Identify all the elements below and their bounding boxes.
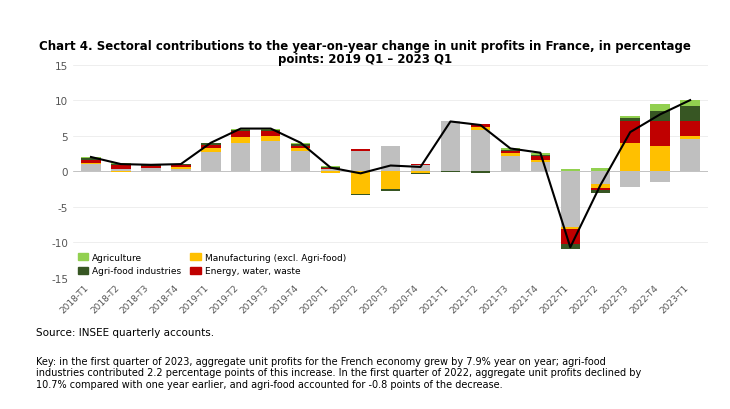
Bar bbox=[261, 132, 280, 137]
Bar bbox=[171, 165, 191, 166]
Bar bbox=[620, 144, 640, 172]
Bar bbox=[351, 150, 370, 151]
Bar bbox=[471, 124, 490, 125]
Bar bbox=[111, 166, 131, 169]
Bar bbox=[620, 172, 640, 187]
Bar bbox=[591, 172, 610, 184]
Bar bbox=[411, 174, 430, 175]
Bar bbox=[531, 153, 550, 155]
Bar bbox=[531, 160, 550, 162]
Bar bbox=[561, 230, 580, 244]
Bar bbox=[620, 122, 640, 144]
Text: Key: in the first quarter of 2023, aggregate unit profits for the French economy: Key: in the first quarter of 2023, aggre… bbox=[36, 356, 642, 389]
Bar bbox=[531, 162, 550, 172]
Bar bbox=[411, 172, 430, 174]
Bar bbox=[650, 122, 670, 147]
Bar bbox=[561, 244, 580, 250]
Bar bbox=[561, 170, 580, 172]
Bar bbox=[321, 170, 340, 172]
Bar bbox=[231, 130, 250, 132]
Bar bbox=[561, 228, 580, 230]
Bar bbox=[471, 130, 490, 172]
Bar bbox=[591, 184, 610, 188]
Bar bbox=[321, 168, 340, 170]
Bar bbox=[81, 158, 101, 160]
Bar bbox=[591, 191, 610, 193]
Bar bbox=[351, 172, 370, 194]
Bar bbox=[531, 156, 550, 160]
Bar bbox=[231, 138, 250, 144]
Bar bbox=[561, 172, 580, 228]
Bar bbox=[171, 166, 191, 168]
Bar bbox=[141, 166, 161, 169]
Bar bbox=[650, 172, 670, 182]
Bar bbox=[591, 188, 610, 191]
Bar bbox=[321, 172, 340, 173]
Bar bbox=[231, 129, 250, 130]
Text: Chart 4. Sectoral contributions to the year-on-year change in unit profits in Fr: Chart 4. Sectoral contributions to the y… bbox=[39, 40, 691, 53]
Bar bbox=[111, 164, 131, 166]
Bar bbox=[680, 139, 700, 172]
Bar bbox=[81, 160, 101, 164]
Bar bbox=[81, 157, 101, 158]
Bar bbox=[501, 149, 520, 151]
Bar bbox=[680, 136, 700, 139]
Bar bbox=[201, 153, 220, 172]
Bar bbox=[680, 107, 700, 122]
Bar bbox=[620, 117, 640, 119]
Bar bbox=[231, 132, 250, 138]
Bar bbox=[201, 144, 220, 146]
Bar bbox=[501, 154, 520, 156]
Bar bbox=[501, 156, 520, 172]
Bar bbox=[291, 146, 310, 149]
Text: Source: INSEE quarterly accounts.: Source: INSEE quarterly accounts. bbox=[36, 327, 215, 337]
Bar bbox=[201, 148, 220, 153]
Bar bbox=[261, 130, 280, 132]
Bar bbox=[441, 172, 460, 173]
Bar bbox=[201, 146, 220, 148]
Bar bbox=[291, 149, 310, 152]
Bar bbox=[351, 151, 370, 172]
Bar bbox=[141, 169, 161, 172]
Bar bbox=[680, 101, 700, 107]
Bar bbox=[171, 168, 191, 170]
Bar bbox=[231, 144, 250, 172]
Bar bbox=[381, 189, 400, 192]
Bar bbox=[620, 119, 640, 122]
Bar bbox=[441, 122, 460, 172]
Bar bbox=[261, 137, 280, 141]
Bar bbox=[81, 164, 101, 165]
Bar bbox=[291, 145, 310, 146]
Bar bbox=[291, 144, 310, 145]
Bar bbox=[441, 121, 460, 122]
Bar bbox=[111, 169, 131, 172]
Bar bbox=[261, 129, 280, 130]
Bar bbox=[501, 151, 520, 154]
Bar bbox=[531, 155, 550, 156]
Bar bbox=[351, 194, 370, 195]
Bar bbox=[111, 172, 131, 173]
Bar bbox=[171, 170, 191, 172]
Bar bbox=[471, 172, 490, 173]
Bar bbox=[471, 128, 490, 130]
Bar bbox=[471, 125, 490, 128]
Bar bbox=[680, 122, 700, 136]
Bar bbox=[261, 141, 280, 172]
Bar bbox=[291, 152, 310, 172]
Bar bbox=[321, 167, 340, 168]
Legend: Agriculture, Agri-food industries, Manufacturing (excl. Agri-food), Energy, wate: Agriculture, Agri-food industries, Manuf… bbox=[77, 253, 346, 276]
Bar bbox=[591, 168, 610, 172]
Bar bbox=[381, 147, 400, 172]
Bar bbox=[411, 165, 430, 172]
Bar bbox=[381, 172, 400, 189]
Bar bbox=[650, 104, 670, 112]
Bar bbox=[650, 112, 670, 122]
Bar bbox=[650, 147, 670, 172]
Text: points: 2019 Q1 – 2023 Q1: points: 2019 Q1 – 2023 Q1 bbox=[278, 52, 452, 65]
Bar bbox=[381, 146, 400, 147]
Bar bbox=[81, 165, 101, 172]
